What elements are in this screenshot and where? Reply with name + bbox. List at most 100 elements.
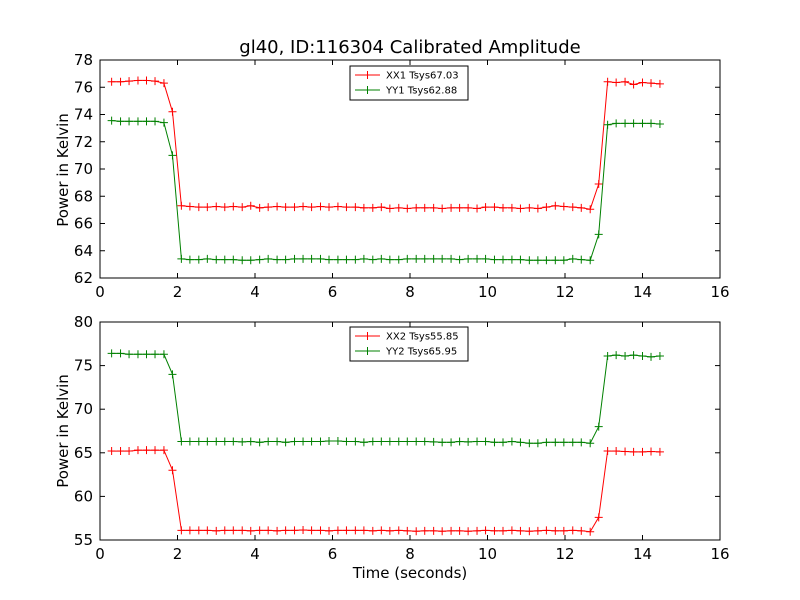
- data-point-xx1: [551, 201, 560, 210]
- data-point-xx2: [299, 525, 308, 534]
- data-point-yy1: [603, 120, 612, 129]
- data-point-xx2: [307, 526, 316, 535]
- data-point-xx1: [438, 204, 447, 213]
- top-legend-box: [349, 65, 469, 101]
- bottom-legend-box: [349, 326, 469, 362]
- data-point-yy2: [333, 437, 342, 446]
- data-point-xx2: [194, 526, 203, 535]
- data-point-yy1: [525, 256, 534, 265]
- data-point-yy2: [455, 437, 464, 446]
- data-point-yy2: [177, 437, 186, 446]
- data-point-xx2: [394, 526, 403, 535]
- bottom-x-tick-label: 8: [405, 545, 415, 563]
- data-point-xx2: [351, 526, 360, 535]
- bottom-y-tick-label: 60: [74, 487, 93, 505]
- data-point-yy1: [142, 117, 151, 126]
- data-point-yy1: [594, 230, 603, 239]
- data-point-xx2: [603, 447, 612, 456]
- data-point-xx2: [542, 526, 551, 535]
- data-point-yy1: [551, 256, 560, 265]
- bottom-x-axis-label: Time (seconds): [352, 564, 468, 582]
- data-point-yy1: [125, 117, 134, 126]
- data-point-xx1: [273, 202, 282, 211]
- data-point-xx1: [403, 204, 412, 213]
- data-point-yy2: [568, 438, 577, 447]
- data-point-yy1: [394, 255, 403, 264]
- data-point-xx2: [290, 526, 299, 535]
- data-point-xx1: [359, 203, 368, 212]
- data-point-yy2: [516, 438, 525, 447]
- data-point-yy2: [559, 438, 568, 447]
- data-point-xx2: [359, 526, 368, 535]
- data-point-xx2: [464, 527, 473, 536]
- data-point-yy2: [655, 352, 664, 361]
- data-point-xx2: [455, 526, 464, 535]
- data-point-yy1: [177, 254, 186, 263]
- data-point-xx2: [577, 526, 586, 535]
- data-point-yy2: [525, 439, 534, 448]
- bottom-y-axis-label: Power in Kelvin: [54, 374, 72, 488]
- top-chart-title: gl40, ID:116304 Calibrated Amplitude: [239, 37, 580, 58]
- data-point-yy2: [307, 437, 316, 446]
- data-point-yy1: [586, 256, 595, 265]
- legend-label-xx2: XX2 Tsys55.85: [386, 332, 459, 343]
- data-point-xx1: [507, 203, 516, 212]
- top-y-tick-label: 68: [74, 187, 93, 205]
- data-point-xx1: [385, 204, 394, 213]
- data-point-yy1: [325, 255, 334, 264]
- data-point-yy1: [368, 255, 377, 264]
- series-markers-yy2: [107, 349, 664, 448]
- data-point-yy2: [368, 437, 377, 446]
- data-point-xx2: [559, 526, 568, 535]
- data-point-yy1: [559, 256, 568, 265]
- data-point-xx2: [229, 526, 238, 535]
- data-point-xx2: [420, 526, 429, 535]
- data-point-yy2: [359, 438, 368, 447]
- data-point-yy1: [238, 256, 247, 265]
- data-point-xx1: [125, 77, 134, 86]
- data-point-yy1: [133, 117, 142, 126]
- data-point-yy2: [629, 351, 638, 360]
- data-point-xx2: [212, 526, 221, 535]
- data-point-yy2: [342, 437, 351, 446]
- top-y-tick-label: 70: [74, 160, 93, 178]
- data-point-xx2: [594, 513, 603, 522]
- data-point-yy2: [255, 438, 264, 447]
- data-point-yy2: [420, 437, 429, 446]
- data-point-xx2: [203, 526, 212, 535]
- data-point-yy2: [638, 352, 647, 361]
- data-point-yy1: [168, 151, 177, 160]
- data-point-yy2: [264, 437, 273, 446]
- data-point-xx2: [481, 526, 490, 535]
- data-point-xx2: [473, 526, 482, 535]
- data-point-xx1: [290, 203, 299, 212]
- data-point-yy2: [403, 437, 412, 446]
- data-point-xx1: [194, 203, 203, 212]
- data-point-yy2: [621, 352, 630, 361]
- data-point-yy1: [203, 254, 212, 263]
- data-point-xx1: [142, 76, 151, 85]
- data-point-yy2: [377, 437, 386, 446]
- data-point-xx1: [516, 204, 525, 213]
- data-point-xx2: [107, 447, 116, 456]
- data-point-xx1: [177, 201, 186, 210]
- data-point-xx2: [238, 526, 247, 535]
- data-point-xx1: [107, 77, 116, 86]
- data-point-xx2: [264, 526, 273, 535]
- data-point-yy2: [429, 437, 438, 446]
- data-point-xx2: [438, 527, 447, 536]
- top-x-tick-label: 8: [405, 283, 415, 301]
- series-line-yy2: [111, 352, 660, 444]
- series-markers-yy1: [107, 116, 664, 265]
- top-y-tick-label: 76: [74, 78, 93, 96]
- data-point-xx1: [455, 203, 464, 212]
- data-point-xx2: [507, 526, 516, 535]
- top-chart-panel: gl40, ID:116304 Calibrated Amplitude Pow…: [54, 37, 730, 301]
- data-point-xx1: [185, 202, 194, 211]
- data-point-yy2: [647, 352, 656, 361]
- top-x-tick-label: 16: [710, 283, 729, 301]
- top-y-tick-label: 66: [74, 215, 93, 233]
- top-y-tick-label: 72: [74, 133, 93, 151]
- top-legend: XX1 Tsys67.03 YY1 Tsys62.88: [349, 65, 469, 101]
- data-point-xx2: [159, 446, 168, 455]
